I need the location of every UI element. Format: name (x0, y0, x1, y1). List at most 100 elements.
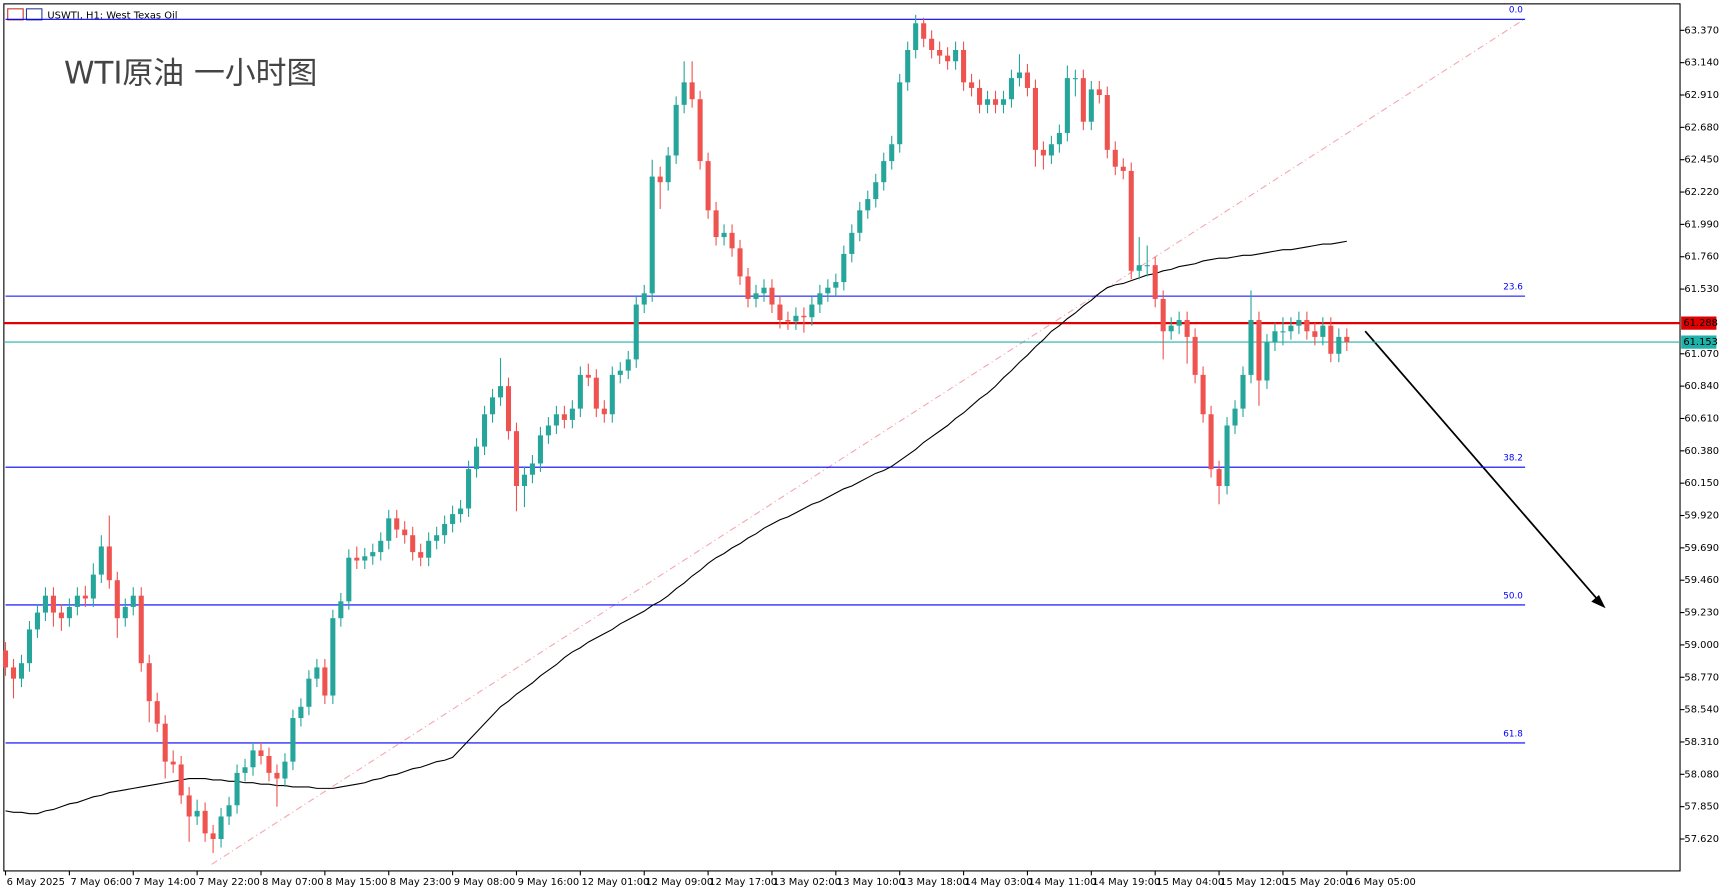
candle-body (410, 535, 416, 553)
candle-body (641, 293, 647, 305)
candle-body (961, 49, 967, 83)
candle-body (809, 304, 815, 318)
candle-body (162, 723, 168, 762)
candle-body (857, 210, 863, 233)
candle-body (1184, 320, 1190, 337)
candle-body (346, 557, 352, 602)
candle-body (905, 49, 911, 83)
candle-body (322, 667, 328, 696)
x-tick-label: 14 May 03:00 (965, 877, 1033, 888)
arrow (1364, 330, 1606, 609)
candle-body (1344, 336, 1350, 343)
x-tick-label: 9 May 08:00 (454, 877, 516, 888)
candle-body (777, 304, 783, 321)
candle-body (74, 595, 80, 607)
x-tick-label: 14 May 11:00 (1029, 877, 1097, 888)
candle-body (889, 144, 895, 162)
candle-body (649, 176, 655, 294)
y-tick-label: 58.540 (1684, 705, 1719, 716)
candle-body (793, 315, 799, 322)
candle-body (1112, 149, 1118, 167)
candle-body (378, 540, 384, 553)
y-tick-label: 63.370 (1684, 25, 1719, 36)
y-tick-label: 59.000 (1684, 640, 1719, 651)
candle-body (697, 99, 703, 162)
header: USWTI, H1: West Texas Oil (47, 10, 177, 21)
candle-body (753, 293, 759, 299)
x-tick-label: 6 May 2025 (7, 877, 65, 888)
candle-body (1216, 469, 1222, 486)
candle-body (290, 718, 296, 762)
candle-body (1024, 72, 1030, 88)
price-tag-label: 61.288 (1683, 318, 1718, 329)
candle-body (1008, 78, 1015, 100)
x-tick-label: 15 May 20:00 (1284, 877, 1352, 888)
candle-body (1104, 94, 1110, 150)
candle-body (721, 232, 727, 238)
plot-frame (3, 3, 1681, 872)
candle-body (282, 761, 288, 779)
candle-body (713, 210, 719, 238)
candle-body (466, 469, 472, 509)
candle-body (1120, 166, 1126, 171)
candle-body (50, 595, 56, 613)
y-tick-label: 63.140 (1684, 58, 1719, 69)
y-tick-label: 59.460 (1684, 575, 1719, 586)
y-tick-label: 62.680 (1684, 122, 1719, 133)
candle-body (817, 293, 823, 305)
candle-body (1200, 374, 1206, 415)
candle-body (1080, 78, 1086, 122)
candle-body (897, 82, 903, 145)
candle-body (705, 161, 711, 211)
candle-body (737, 248, 743, 277)
candle-body (625, 359, 631, 371)
candle-body (242, 767, 248, 773)
candle-body (729, 232, 735, 249)
candle-body (1296, 320, 1302, 326)
x-tick-label: 8 May 23:00 (390, 877, 452, 888)
candle-body (98, 546, 104, 575)
candle-body (418, 552, 424, 558)
x-tick-label: 7 May 22:00 (198, 877, 260, 888)
candle-body (873, 182, 879, 200)
candle-body (921, 23, 927, 39)
candle-body (146, 663, 152, 702)
x-tick-label: 12 May 01:00 (581, 877, 649, 888)
y-tick-label: 61.990 (1684, 219, 1719, 230)
x-tick-label: 7 May 14:00 (134, 877, 196, 888)
candle-body (1176, 320, 1182, 326)
candle-body (386, 518, 392, 541)
y-tick-label: 61.530 (1684, 284, 1719, 295)
candle-body (1320, 325, 1326, 337)
candle-body (154, 701, 160, 724)
candle-body (434, 535, 440, 541)
y-tick-label: 59.230 (1684, 608, 1719, 619)
candle-body (561, 414, 567, 420)
y-tick-label: 58.770 (1684, 672, 1719, 683)
moving-average (5, 240, 1347, 815)
candle-body (266, 756, 272, 773)
candle-body (474, 446, 480, 470)
candle-body (482, 414, 488, 447)
candle-body (657, 176, 663, 183)
x-tick-label: 16 May 05:00 (1348, 877, 1416, 888)
y-tick-label: 62.910 (1684, 90, 1719, 101)
candle-body (306, 678, 312, 707)
candle-body (186, 795, 192, 817)
candle-body (865, 199, 871, 211)
candle-body (529, 463, 535, 475)
y-tick-label: 60.380 (1684, 446, 1719, 457)
y-tick-label: 57.620 (1684, 834, 1719, 845)
y-tick-label: 58.310 (1684, 737, 1719, 748)
fib-trendline (211, 18, 1526, 865)
candle-body (1040, 149, 1046, 156)
candle-body (442, 523, 448, 536)
candle-body (984, 99, 991, 105)
candle-body (1208, 414, 1214, 470)
candle-body (1056, 132, 1062, 145)
candle-body (1256, 320, 1262, 381)
candle-body (537, 435, 543, 464)
candle-body (833, 282, 839, 288)
